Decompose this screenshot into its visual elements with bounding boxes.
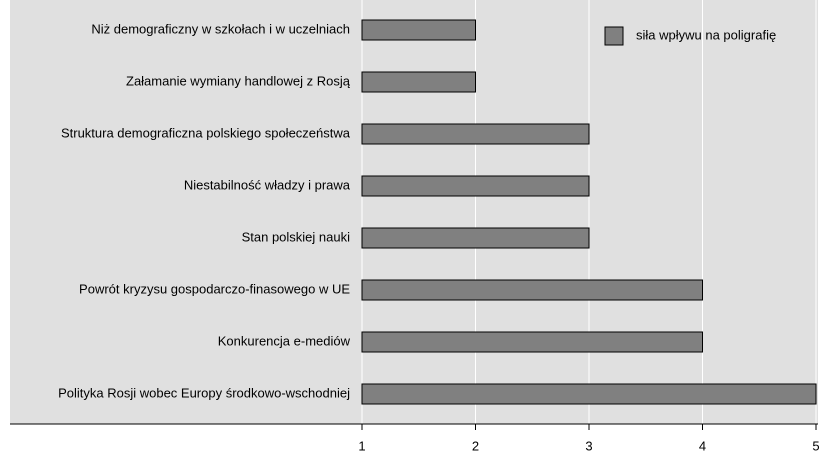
- y-tick-label: Załamanie wymiany handlowej z Rosją: [126, 73, 351, 88]
- y-tick-label: Konkurencja e-mediów: [218, 333, 351, 348]
- bar: [361, 331, 703, 353]
- x-tick-label: 1: [358, 438, 365, 453]
- bar: [361, 279, 703, 301]
- x-tick-label: 3: [585, 438, 592, 453]
- y-tick-label: Stan polskiej nauki: [242, 229, 351, 244]
- y-tick-label: Struktura demograficzna polskiego społec…: [61, 125, 351, 140]
- y-tick-label: Powrót kryzysu gospodarczo-finasowego w …: [79, 281, 350, 296]
- x-tick-label: 2: [472, 438, 479, 453]
- y-tick-label: Polityka Rosji wobec Europy środkowo-wsc…: [58, 385, 350, 400]
- plot-background: [10, 0, 818, 424]
- bar: [361, 123, 590, 145]
- bar: [361, 227, 590, 249]
- bar: [361, 175, 590, 197]
- bar: [361, 71, 476, 93]
- x-tick-label: 5: [812, 438, 819, 453]
- y-tick-label: Niestabilność władzy i prawa: [184, 177, 351, 192]
- legend-swatch: [604, 26, 624, 46]
- legend-label: siła wpływu na poligrafię: [636, 27, 776, 42]
- bar: [361, 383, 817, 405]
- x-tick-label: 4: [699, 438, 706, 453]
- bar: [361, 19, 476, 41]
- y-tick-label: Niż demograficzny w szkołach i w uczelni…: [91, 21, 350, 36]
